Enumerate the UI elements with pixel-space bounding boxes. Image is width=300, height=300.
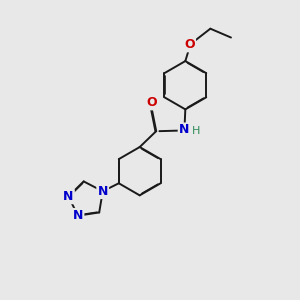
Text: O: O bbox=[146, 96, 157, 110]
Text: N: N bbox=[98, 185, 108, 198]
Text: O: O bbox=[184, 38, 195, 51]
Text: N: N bbox=[179, 124, 189, 136]
Text: N: N bbox=[73, 209, 83, 222]
Text: H: H bbox=[192, 126, 200, 136]
Text: N: N bbox=[63, 190, 74, 203]
